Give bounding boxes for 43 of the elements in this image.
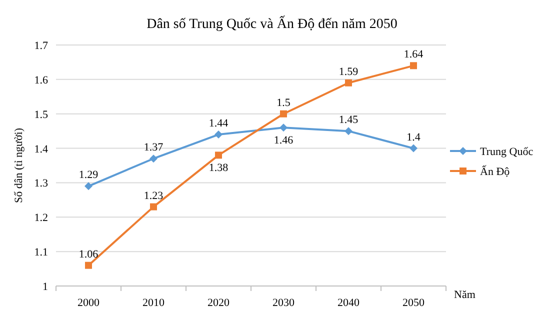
point — [215, 152, 222, 159]
x-tick-label: 2040 — [338, 297, 360, 309]
data-label: 1.29 — [78, 169, 99, 182]
y-tick-label: 1.1 — [34, 246, 48, 259]
point — [214, 130, 222, 139]
data-label: 1.64 — [404, 48, 424, 61]
data-label: 1.5 — [276, 96, 291, 109]
data-label: 1.23 — [144, 190, 164, 202]
y-tick-label: 1.7 — [34, 40, 48, 52]
point — [150, 154, 158, 163]
chart-title: Dân số Trung Quốc và Ấn Độ đến năm 2050 — [146, 15, 398, 32]
x-tick-label: 2050 — [402, 297, 425, 309]
y-tick-label: 1.5 — [34, 108, 48, 121]
x-tick-label: 2020 — [208, 297, 230, 309]
data-label: 1.38 — [208, 162, 229, 174]
x-tick-label: 2030 — [272, 297, 295, 309]
x-tick-label: 2010 — [142, 297, 165, 309]
point — [84, 182, 92, 190]
data-label: 1.46 — [274, 134, 294, 147]
point — [410, 62, 417, 70]
point — [280, 110, 287, 118]
point — [150, 203, 157, 210]
y-tick-label: 1 — [42, 281, 48, 293]
point — [345, 79, 352, 86]
y-tick-label: 1.6 — [34, 74, 48, 86]
y-tick-label: 1.3 — [34, 178, 48, 190]
y-tick-label: 1.2 — [34, 212, 48, 224]
y-axis-title: Số dân (tỉ người) — [13, 128, 25, 204]
data-label: 1.45 — [338, 114, 359, 126]
legend-label: Ấn Độ — [480, 165, 510, 178]
data-label: 1.44 — [208, 118, 229, 130]
data-label: 1.4 — [406, 131, 421, 144]
data-label: 1.59 — [338, 66, 359, 78]
point — [280, 124, 288, 132]
x-tick-label: 2000 — [78, 297, 100, 309]
legend-label: Trung Quốc — [480, 146, 534, 158]
point — [85, 262, 92, 269]
point — [410, 144, 418, 152]
point — [344, 127, 352, 136]
x-axis-title: Năm — [454, 289, 476, 301]
data-label: 1.37 — [144, 142, 164, 154]
y-tick-label: 1.4 — [34, 143, 48, 156]
data-label: 1.06 — [78, 248, 99, 260]
